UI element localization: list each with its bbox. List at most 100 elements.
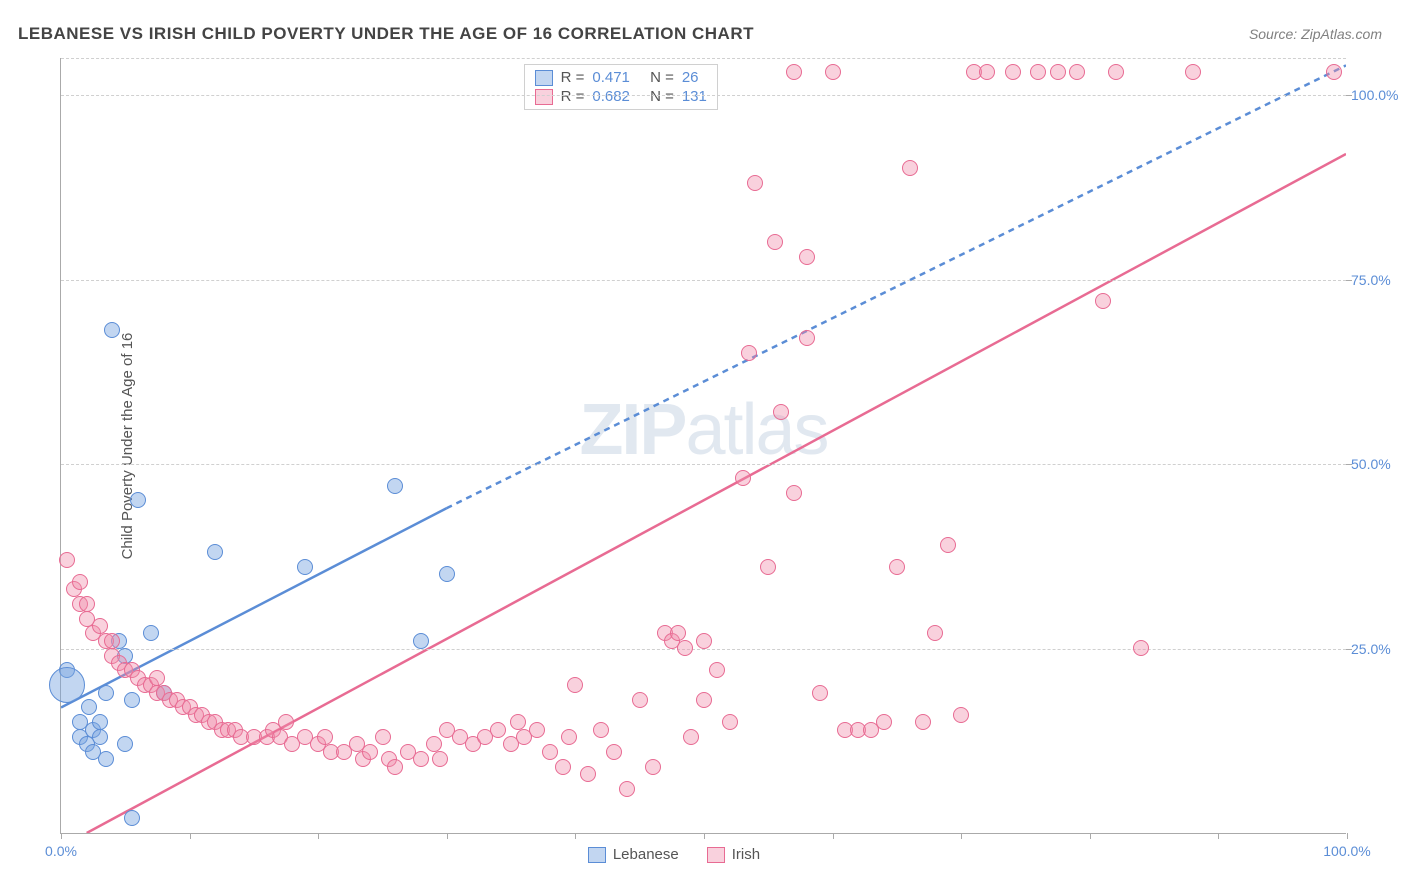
data-point-irish	[580, 766, 596, 782]
data-point-irish	[786, 64, 802, 80]
x-tick-label: 100.0%	[1323, 843, 1370, 859]
legend-swatch	[707, 847, 725, 863]
data-point-irish	[683, 729, 699, 745]
data-point-lebanese	[92, 714, 108, 730]
data-point-irish	[902, 160, 918, 176]
data-point-irish	[696, 692, 712, 708]
data-point-irish	[979, 64, 995, 80]
gridline	[61, 95, 1346, 96]
legend-label: Irish	[732, 846, 760, 863]
data-point-lebanese	[92, 729, 108, 745]
irish-swatch	[535, 89, 553, 105]
data-point-lebanese	[207, 544, 223, 560]
data-point-irish	[426, 736, 442, 752]
data-point-irish	[72, 574, 88, 590]
data-point-irish	[799, 249, 815, 265]
data-point-irish	[362, 744, 378, 760]
legend-item: Irish	[707, 846, 760, 863]
data-point-irish	[767, 234, 783, 250]
data-point-irish	[825, 64, 841, 80]
x-tick-mark	[318, 833, 319, 839]
x-tick-mark	[1218, 833, 1219, 839]
data-point-lebanese	[98, 751, 114, 767]
data-point-irish	[104, 633, 120, 649]
data-point-irish	[915, 714, 931, 730]
data-point-irish	[387, 759, 403, 775]
data-point-irish	[1030, 64, 1046, 80]
data-point-lebanese	[81, 699, 97, 715]
data-point-lebanese	[297, 559, 313, 575]
data-point-irish	[561, 729, 577, 745]
data-point-irish	[413, 751, 429, 767]
legend-row-lebanese: R = 0.471 N = 26	[535, 68, 707, 87]
data-point-irish	[696, 633, 712, 649]
data-point-irish	[567, 677, 583, 693]
trend-lines	[61, 58, 1346, 833]
data-point-irish	[79, 596, 95, 612]
data-point-irish	[92, 618, 108, 634]
series-legend: Lebanese Irish	[588, 846, 760, 863]
data-point-irish	[1108, 64, 1124, 80]
data-point-irish	[149, 670, 165, 686]
data-point-irish	[1326, 64, 1342, 80]
data-point-irish	[606, 744, 622, 760]
plot-area: ZIPatlas R = 0.471 N = 26 R = 0.682 N = …	[60, 58, 1346, 834]
data-point-irish	[542, 744, 558, 760]
data-point-irish	[632, 692, 648, 708]
y-tick-label: 100.0%	[1351, 87, 1406, 103]
y-tick-label: 25.0%	[1351, 641, 1406, 657]
legend-item: Lebanese	[588, 846, 679, 863]
data-point-irish	[735, 470, 751, 486]
data-point-lebanese	[413, 633, 429, 649]
data-point-irish	[741, 345, 757, 361]
data-point-irish	[645, 759, 661, 775]
data-point-irish	[1005, 64, 1021, 80]
watermark: ZIPatlas	[579, 389, 827, 471]
data-point-lebanese	[98, 685, 114, 701]
data-point-irish	[927, 625, 943, 641]
data-point-lebanese	[143, 625, 159, 641]
chart-title: LEBANESE VS IRISH CHILD POVERTY UNDER TH…	[18, 24, 754, 44]
data-point-irish	[278, 714, 294, 730]
x-tick-mark	[1090, 833, 1091, 839]
x-tick-mark	[961, 833, 962, 839]
data-point-irish	[375, 729, 391, 745]
data-point-lebanese	[124, 810, 140, 826]
data-point-irish	[529, 722, 545, 738]
data-point-irish	[709, 662, 725, 678]
legend-label: Lebanese	[613, 846, 679, 863]
chart-container: LEBANESE VS IRISH CHILD POVERTY UNDER TH…	[0, 0, 1406, 892]
data-point-irish	[1095, 293, 1111, 309]
gridline	[61, 464, 1346, 465]
data-point-irish	[940, 537, 956, 553]
y-tick-label: 75.0%	[1351, 272, 1406, 288]
data-point-irish	[1050, 64, 1066, 80]
x-tick-mark	[1347, 833, 1348, 839]
x-tick-mark	[61, 833, 62, 839]
data-point-lebanese	[439, 566, 455, 582]
source-attribution: Source: ZipAtlas.com	[1249, 26, 1382, 42]
data-point-irish	[677, 640, 693, 656]
x-tick-mark	[704, 833, 705, 839]
x-tick-mark	[833, 833, 834, 839]
data-point-irish	[799, 330, 815, 346]
x-tick-mark	[447, 833, 448, 839]
data-point-lebanese	[130, 492, 146, 508]
data-point-irish	[432, 751, 448, 767]
data-point-irish	[619, 781, 635, 797]
data-point-irish	[1185, 64, 1201, 80]
data-point-lebanese	[124, 692, 140, 708]
data-point-irish	[773, 404, 789, 420]
gridline	[61, 280, 1346, 281]
data-point-irish	[722, 714, 738, 730]
data-point-lebanese	[387, 478, 403, 494]
data-point-irish	[889, 559, 905, 575]
data-point-lebanese	[117, 736, 133, 752]
correlation-legend: R = 0.471 N = 26 R = 0.682 N = 131	[524, 64, 718, 110]
data-point-irish	[876, 714, 892, 730]
data-point-irish	[786, 485, 802, 501]
data-point-irish	[317, 729, 333, 745]
x-tick-mark	[575, 833, 576, 839]
data-point-lebanese	[104, 322, 120, 338]
legend-row-irish: R = 0.682 N = 131	[535, 87, 707, 106]
